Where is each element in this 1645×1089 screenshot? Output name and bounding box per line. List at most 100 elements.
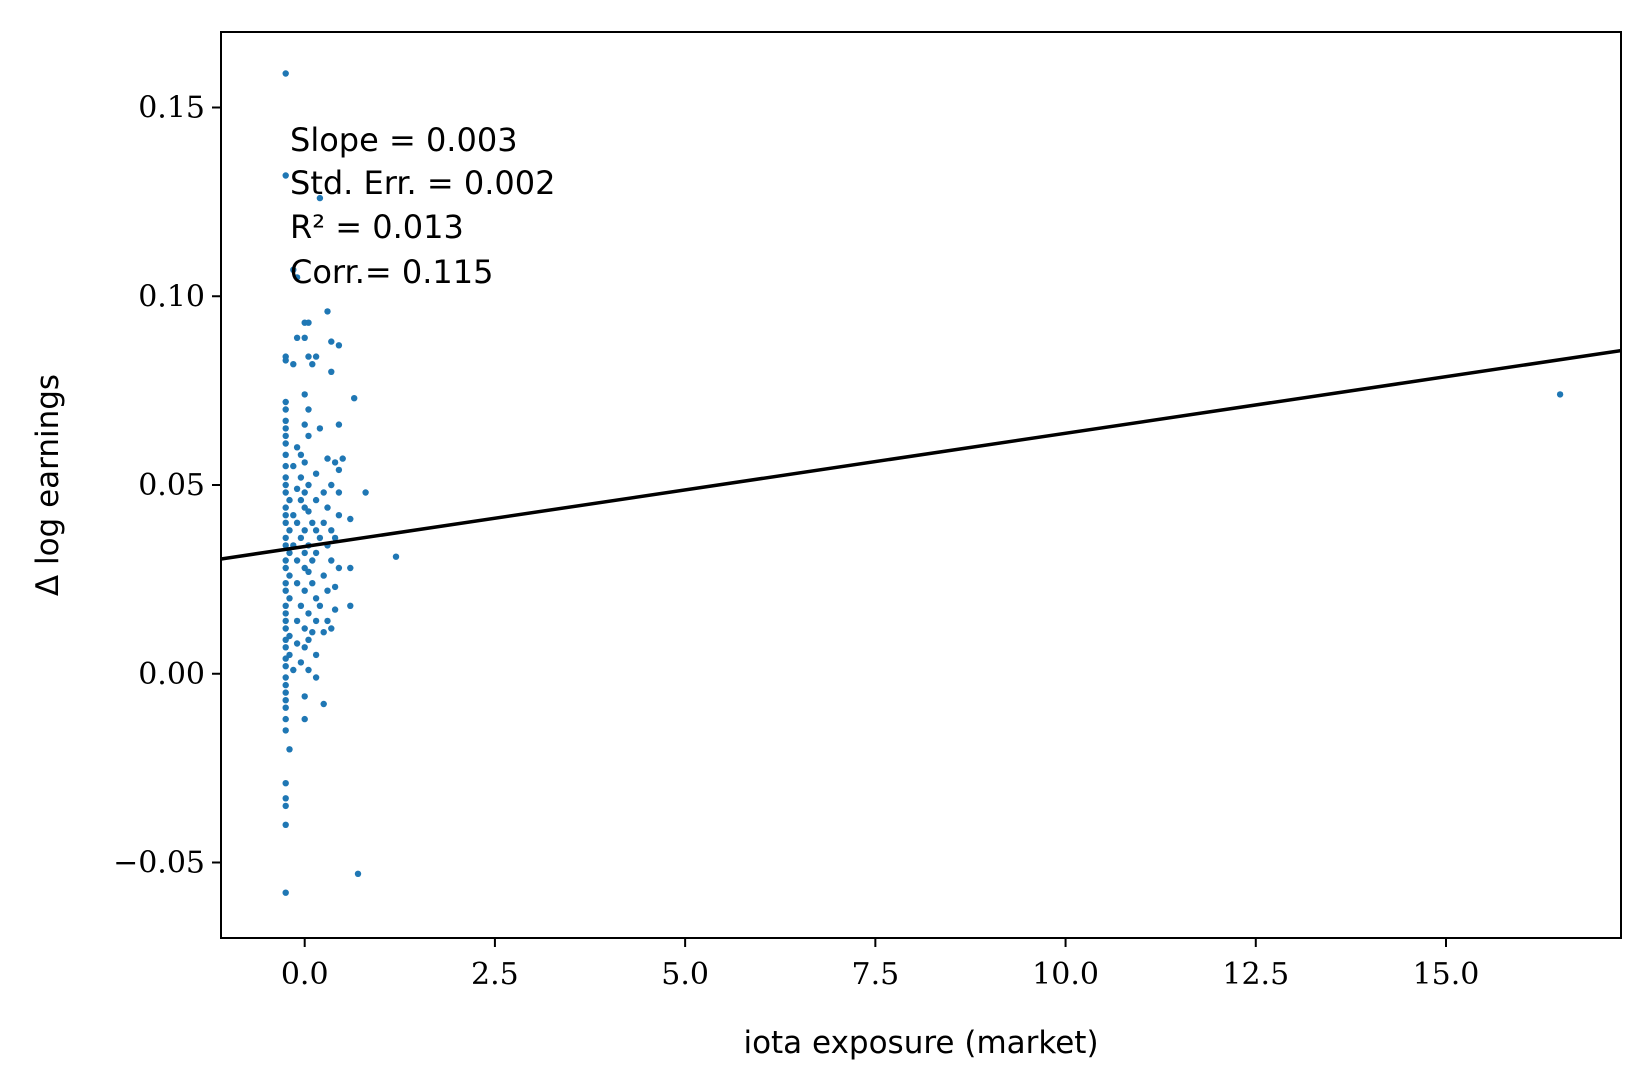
data-point [347, 515, 354, 523]
data-point [324, 504, 331, 511]
x-tick-label: 10.0 [1032, 957, 1099, 992]
data-point [282, 512, 289, 519]
data-point [297, 659, 305, 666]
data-point [305, 432, 312, 440]
data-point [293, 519, 301, 526]
data-point [316, 194, 324, 202]
data-point [324, 617, 331, 625]
data-point [339, 455, 346, 462]
x-axis-label: iota exposure (market) [743, 1025, 1098, 1061]
data-point [309, 629, 316, 636]
data-point [297, 451, 305, 458]
data-point [301, 459, 308, 466]
y-tick-label: 0.00 [138, 657, 205, 692]
data-point [301, 587, 308, 594]
data-point [282, 625, 289, 632]
data-point [347, 564, 354, 572]
data-point [320, 572, 327, 579]
data-point [282, 489, 289, 496]
data-point [282, 425, 289, 432]
data-point [282, 406, 289, 413]
data-point [320, 519, 327, 526]
data-point [282, 70, 289, 77]
data-point [282, 689, 289, 696]
data-point [328, 481, 335, 489]
points-layer [282, 70, 1564, 896]
data-point [282, 542, 289, 549]
data-point [286, 595, 293, 602]
data-point [312, 595, 320, 602]
data-point [282, 636, 289, 643]
data-point [282, 451, 289, 458]
data-point [309, 580, 316, 587]
data-point [286, 549, 293, 557]
data-point [309, 361, 316, 368]
data-point [286, 527, 293, 534]
y-tick-label: 0.15 [138, 91, 205, 126]
data-point [293, 580, 301, 587]
data-point [282, 534, 289, 542]
x-tick-label: 7.5 [851, 957, 899, 992]
data-point [309, 557, 316, 564]
data-point [312, 353, 320, 360]
x-tick-label: 5.0 [661, 957, 709, 992]
data-point [301, 549, 308, 557]
stderr-annotation: Std. Err. = 0.002 [290, 164, 555, 202]
data-point [335, 489, 343, 496]
data-point [328, 527, 335, 534]
data-point [301, 489, 308, 496]
data-point [335, 466, 343, 474]
data-point [282, 795, 289, 802]
data-point [301, 527, 308, 534]
data-point [305, 636, 312, 643]
y-axis-label: Δ log earnings [30, 374, 66, 596]
data-point [305, 319, 312, 326]
slope-annotation: Slope = 0.003 [290, 121, 518, 159]
data-point [282, 704, 289, 711]
data-point [293, 485, 301, 492]
data-point [282, 417, 289, 424]
data-point [282, 557, 289, 564]
data-point [305, 568, 312, 575]
data-point [282, 663, 289, 670]
x-tick-label: 15.0 [1413, 957, 1480, 992]
data-point [331, 606, 339, 613]
data-point [305, 406, 312, 413]
data-point [312, 674, 320, 681]
data-point [316, 425, 324, 432]
data-point [282, 580, 289, 587]
data-point [282, 780, 289, 787]
data-point [282, 727, 289, 734]
data-point [335, 512, 343, 519]
data-point [286, 746, 293, 753]
data-point [316, 602, 324, 609]
y-tick-label: 0.05 [138, 468, 205, 503]
data-point [282, 715, 289, 723]
data-point [282, 697, 289, 704]
x-tick-label: 2.5 [471, 957, 519, 992]
data-point [290, 361, 297, 368]
data-point [362, 489, 369, 496]
data-point [331, 583, 339, 591]
data-point [335, 564, 343, 572]
data-point [282, 889, 289, 896]
data-point [320, 489, 327, 496]
data-point [301, 334, 308, 341]
data-point [282, 681, 289, 689]
data-point [297, 496, 305, 504]
data-point [328, 557, 335, 564]
data-point [312, 470, 320, 477]
data-point [301, 625, 308, 632]
fit-line [221, 348, 1621, 561]
data-point [290, 462, 297, 470]
data-point [286, 496, 293, 504]
data-point [282, 440, 289, 447]
data-point [312, 527, 320, 534]
data-point [1556, 391, 1564, 398]
data-point [309, 519, 316, 526]
data-point [328, 368, 335, 375]
data-point [293, 557, 301, 564]
data-point [282, 474, 289, 481]
